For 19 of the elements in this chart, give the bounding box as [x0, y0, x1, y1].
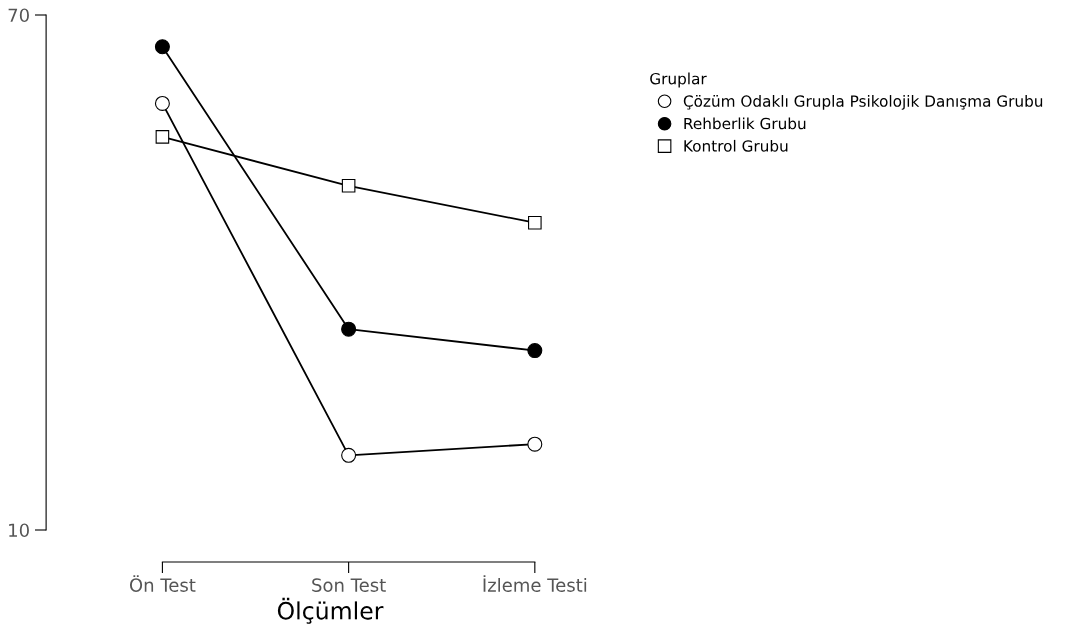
point	[341, 321, 357, 337]
point	[341, 447, 357, 463]
x-tick-label: Son Test	[312, 578, 386, 592]
legend-label: Çözüm Odaklı Grupla Psikolojik Danışma Grubu	[683, 95, 1043, 110]
point	[155, 130, 170, 144]
x-tick-label: İzleme Testi	[483, 575, 587, 592]
legend-title: Gruplar	[650, 72, 707, 88]
y-tick-label: 10	[9, 523, 29, 538]
x-tick-label: Ön Test	[129, 575, 196, 592]
point	[527, 343, 543, 359]
point	[528, 215, 542, 230]
legend-label: Kontrol Grubu	[684, 139, 788, 152]
x-axis-title: Ölçümler	[277, 597, 384, 624]
y-tick-label: 70	[8, 8, 29, 23]
point	[154, 39, 170, 55]
point	[527, 436, 543, 452]
legend-label: Rehberlik Grubu	[684, 117, 806, 130]
point	[341, 179, 356, 193]
point	[154, 95, 170, 111]
